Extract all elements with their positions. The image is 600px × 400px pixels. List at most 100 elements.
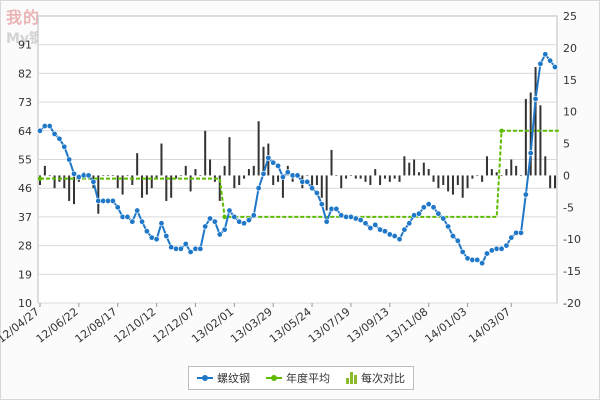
price-point xyxy=(143,228,150,235)
legend-item-series-2[interactable]: 年度平均 xyxy=(266,370,330,386)
change-bar xyxy=(204,130,207,176)
change-bar xyxy=(126,175,129,177)
price-point xyxy=(129,218,136,225)
price-point xyxy=(333,205,340,212)
price-point xyxy=(517,229,524,236)
change-bar xyxy=(325,175,328,211)
price-point xyxy=(90,178,97,185)
price-point xyxy=(134,207,141,214)
price-point xyxy=(367,225,374,232)
change-bar xyxy=(447,175,450,192)
price-point xyxy=(406,220,413,227)
legend-bar-marker-icon xyxy=(346,372,357,384)
change-bar xyxy=(223,165,226,176)
left-axis-tick-label: 28 xyxy=(18,240,32,253)
change-bar xyxy=(209,159,212,176)
annual-average-point xyxy=(37,176,43,181)
change-bar xyxy=(194,169,197,176)
price-point xyxy=(114,204,121,211)
price-point xyxy=(537,60,544,67)
price-point xyxy=(372,221,379,228)
price-point xyxy=(207,215,214,222)
change-bar xyxy=(330,149,333,176)
price-point xyxy=(425,201,432,208)
change-bar xyxy=(408,162,411,176)
price-point xyxy=(304,178,311,185)
price-point xyxy=(522,191,529,198)
change-bar xyxy=(311,175,314,189)
price-point xyxy=(401,226,408,233)
price-point xyxy=(250,212,257,219)
price-point xyxy=(153,236,160,243)
change-bar xyxy=(349,175,352,177)
change-bar xyxy=(340,175,343,189)
change-bar xyxy=(189,175,192,192)
right-axis-tick-label: -15 xyxy=(563,265,581,278)
change-bar xyxy=(476,175,479,177)
left-axis-tick-label: 46 xyxy=(18,182,32,195)
price-point xyxy=(124,213,131,220)
right-axis-tick-label: 20 xyxy=(563,42,577,55)
x-axis-tick-label: 12/06/22 xyxy=(34,305,81,346)
x-axis-tick-label: 14/03/07 xyxy=(466,305,513,346)
left-axis-tick-label: 82 xyxy=(18,67,32,80)
price-point xyxy=(51,130,58,137)
change-bar xyxy=(150,175,153,189)
legend-label-series-3: 每次对比 xyxy=(361,372,405,385)
right-axis-tick-label: 0 xyxy=(563,169,570,182)
change-bar xyxy=(170,175,173,198)
price-point xyxy=(245,217,252,224)
price-point xyxy=(56,135,63,142)
change-bar xyxy=(485,156,488,176)
change-bar xyxy=(179,175,182,177)
change-bar xyxy=(184,165,187,176)
change-bar xyxy=(131,175,134,186)
right-axis-tick-label: 25 xyxy=(563,10,577,23)
price-point xyxy=(279,174,286,181)
change-bar xyxy=(247,169,250,176)
change-bar xyxy=(461,175,464,198)
price-point xyxy=(36,127,43,134)
change-bar xyxy=(515,165,518,176)
watermark-logo: 我的 xyxy=(6,8,41,27)
price-point xyxy=(187,248,194,255)
change-bar xyxy=(53,175,56,189)
change-bar xyxy=(519,175,522,177)
change-bar xyxy=(549,175,552,189)
x-axis-tick-label: 12/04/27 xyxy=(0,305,42,346)
right-axis-tick-label: 5 xyxy=(563,138,570,151)
legend-item-series-1[interactable]: 螺纹钢 xyxy=(197,370,250,386)
change-bar xyxy=(379,175,382,186)
change-bar xyxy=(413,159,416,176)
price-point xyxy=(483,250,490,257)
price-point xyxy=(66,156,73,163)
change-bar xyxy=(111,175,114,177)
price-point xyxy=(177,245,184,252)
change-bar xyxy=(228,137,231,176)
change-bar xyxy=(107,175,110,177)
change-bar xyxy=(252,165,255,176)
price-point xyxy=(381,228,388,235)
change-bar xyxy=(233,175,236,189)
price-point xyxy=(163,233,170,240)
legend-label-series-1: 螺纹钢 xyxy=(217,372,250,385)
change-bar xyxy=(456,175,459,186)
change-bar xyxy=(73,175,76,205)
change-bar xyxy=(243,175,246,179)
x-axis-tick-label: 13/03/29 xyxy=(228,305,275,346)
price-point xyxy=(139,218,146,225)
change-bar xyxy=(121,175,124,195)
price-point xyxy=(551,64,558,71)
left-axis-tick-label: 55 xyxy=(18,154,32,167)
change-bar xyxy=(534,67,537,176)
change-bar xyxy=(554,175,556,189)
legend-item-series-3[interactable]: 每次对比 xyxy=(346,370,405,386)
x-axis-tick-label: 13/11/08 xyxy=(384,305,431,346)
price-point xyxy=(284,169,291,176)
x-axis-tick-label: 12/10/12 xyxy=(112,305,159,346)
change-bar xyxy=(505,169,508,176)
change-bar xyxy=(141,175,144,198)
change-bar xyxy=(369,175,372,186)
price-point xyxy=(226,207,233,214)
annual-average-point xyxy=(499,128,504,133)
